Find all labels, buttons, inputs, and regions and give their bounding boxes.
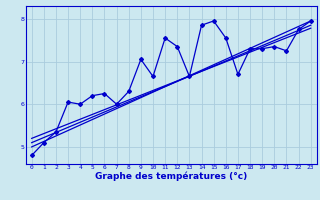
X-axis label: Graphe des températures (°c): Graphe des températures (°c) [95,171,247,181]
